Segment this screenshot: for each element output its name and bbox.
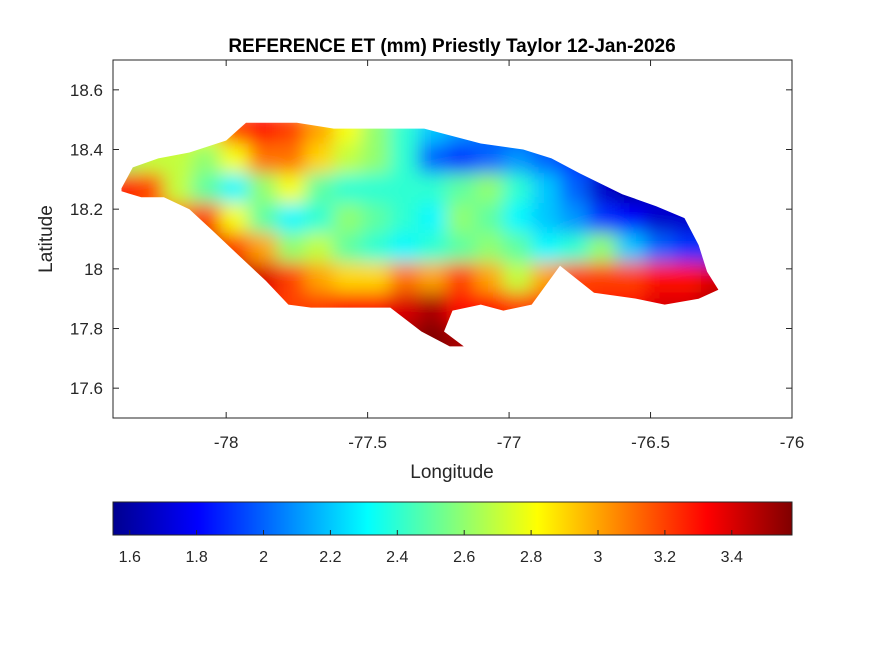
x-tick-label: -77 — [497, 433, 522, 452]
y-tick-label: 18.2 — [70, 200, 103, 219]
y-axis: 17.6 17.8 18 18.2 18.4 18.6 — [70, 81, 792, 398]
colorbar — [112, 501, 793, 536]
y-axis-label: Latitude — [36, 205, 57, 273]
chart-title: REFERENCE ET (mm) Priestly Taylor 12-Jan… — [228, 36, 675, 57]
x-axis: -78 -77.5 -77 -76.5 -76 — [214, 60, 804, 452]
colorbar-tick-label: 1.6 — [119, 549, 141, 566]
x-tick-label: -78 — [214, 433, 239, 452]
colorbar-tick-label: 2 — [259, 549, 268, 566]
y-tick-label: 17.6 — [70, 379, 103, 398]
colorbar-tick-label: 2.2 — [319, 549, 341, 566]
colorbar-tick-label: 2.8 — [520, 549, 542, 566]
x-tick-label: -76 — [780, 433, 805, 452]
colorbar-tick-label: 2.4 — [386, 549, 408, 566]
x-axis-label: Longitude — [410, 462, 493, 483]
colorbar-tick-label: 3 — [594, 549, 603, 566]
colorbar-axis: 1.6 1.8 2 2.2 2.4 2.6 2.8 3 3.2 3.4 — [119, 530, 743, 566]
y-tick-label: 18.4 — [70, 141, 103, 160]
colorbar-tick-label: 1.8 — [185, 549, 207, 566]
y-tick-label: 18.6 — [70, 81, 103, 100]
colorbar-tick-label: 3.4 — [721, 549, 743, 566]
x-tick-label: -77.5 — [348, 433, 387, 452]
colorbar-tick-label: 2.6 — [453, 549, 475, 566]
colorbar-tick-label: 3.2 — [654, 549, 676, 566]
y-tick-label: 18 — [84, 260, 103, 279]
x-tick-label: -76.5 — [631, 433, 670, 452]
y-tick-label: 17.8 — [70, 320, 103, 339]
